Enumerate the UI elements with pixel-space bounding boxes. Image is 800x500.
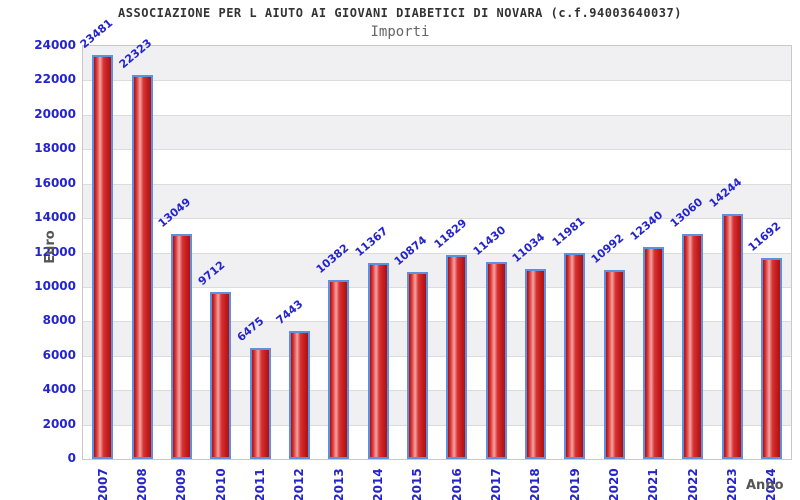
bar [92, 54, 114, 459]
grid-band [83, 114, 791, 150]
y-tick-label: 24000 [34, 38, 76, 52]
bar [288, 330, 310, 459]
y-tick-label: 20000 [34, 106, 76, 121]
bar [367, 263, 389, 459]
y-tick-label: 6000 [42, 347, 76, 362]
y-tick-label: 8000 [42, 313, 76, 328]
grid-band [83, 80, 791, 114]
bar [406, 271, 428, 459]
x-axis-title: Anno [746, 478, 784, 493]
y-tick-label: 22000 [34, 72, 76, 87]
bar [328, 280, 350, 459]
grid-band [83, 46, 791, 81]
x-tick-label: 2016 [449, 468, 464, 500]
x-tick-label: 2020 [607, 468, 621, 500]
x-tick-label: 2007 [95, 468, 110, 500]
x-tick-label: 2014 [371, 468, 385, 500]
y-tick-label: 12000 [34, 244, 76, 259]
chart-title: ASSOCIAZIONE PER L AIUTO AI GIOVANI DIAB… [118, 6, 682, 20]
bar [249, 347, 271, 459]
grid-band [83, 183, 791, 219]
bar [642, 246, 664, 459]
x-tick-label: 2011 [253, 468, 267, 500]
bar [131, 74, 153, 459]
grid-band [83, 390, 791, 425]
bar [564, 252, 586, 459]
x-tick-label: 2015 [410, 468, 425, 500]
bar [760, 257, 782, 459]
y-tick-label: 14000 [34, 210, 76, 225]
bar [210, 291, 232, 459]
grid-band [83, 218, 791, 252]
x-tick-label: 2010 [213, 468, 228, 500]
bar [682, 234, 704, 459]
y-tick-label: 18000 [34, 141, 76, 156]
bar [485, 262, 507, 459]
y-tick-label: 10000 [34, 278, 76, 293]
y-tick-label: 16000 [34, 175, 76, 190]
bar [603, 269, 625, 459]
bar [524, 269, 546, 459]
plot-area: 23481 2007 22323 2008 13049 2009 9712 2010 6475 2… [77, 16, 792, 500]
bar [721, 213, 743, 459]
chart-subtitle: Importi [370, 24, 430, 40]
x-tick-label: 2017 [489, 468, 503, 500]
y-tick-label: 0 [67, 451, 76, 465]
grid-band [83, 149, 791, 183]
x-tick-label: 2019 [567, 468, 582, 500]
y-tick-label: 2000 [42, 416, 76, 431]
x-tick-label: 2012 [292, 468, 307, 500]
x-tick-label: 2013 [331, 468, 346, 500]
x-tick-label: 2018 [528, 468, 543, 500]
grid-band [83, 252, 791, 287]
x-tick-label: 2021 [646, 468, 661, 500]
bar [446, 255, 468, 459]
x-tick-label: 2022 [685, 468, 700, 500]
grid-band [83, 355, 791, 390]
bar [170, 234, 192, 459]
y-tick-label: 4000 [42, 382, 76, 397]
y-axis-title: Euro [42, 230, 58, 264]
x-tick-label: 2009 [174, 468, 189, 500]
x-tick-label: 2008 [135, 468, 149, 500]
grid-band [83, 286, 791, 321]
grid-band [83, 424, 791, 459]
grid-band [83, 321, 791, 356]
